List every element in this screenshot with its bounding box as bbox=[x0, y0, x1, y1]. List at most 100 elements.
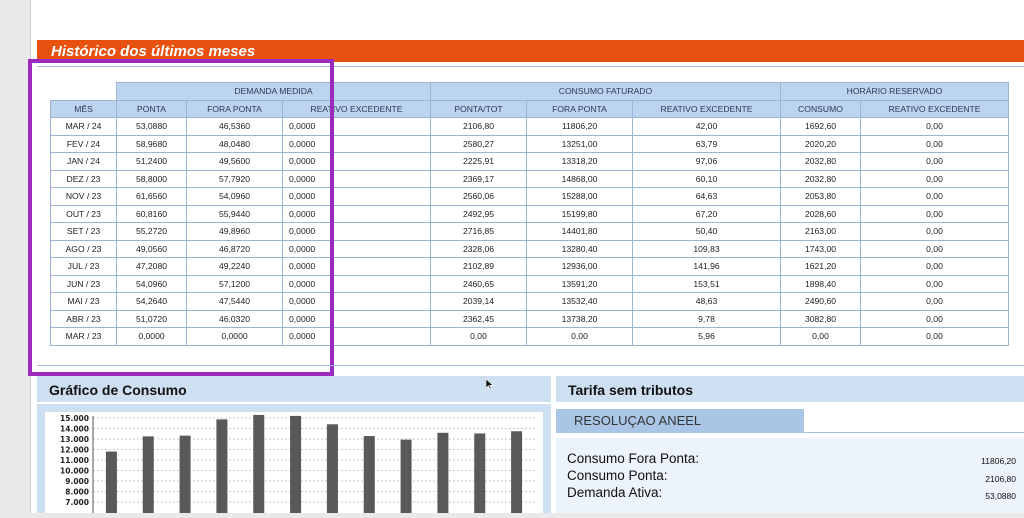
tarifa-panel-header: Tarifa sem tributos bbox=[556, 376, 1024, 402]
table-cell: 0,00 bbox=[860, 292, 1009, 311]
table-cell: 0,00 bbox=[860, 117, 1009, 136]
table-cell: 11806,20 bbox=[526, 117, 633, 136]
table-cell: 13251,00 bbox=[526, 134, 633, 153]
table-cell: 2580,27 bbox=[430, 134, 527, 153]
table-cell: 153,51 bbox=[632, 274, 781, 293]
chart-bar bbox=[216, 419, 228, 513]
table-cell: 13318,20 bbox=[526, 152, 633, 171]
table-cell: 42,00 bbox=[632, 117, 781, 136]
column-header: FORA PONTA bbox=[526, 99, 633, 118]
highlight-box bbox=[28, 59, 334, 376]
history-banner: Histórico dos últimos meses bbox=[37, 40, 1024, 62]
table-cell: 50,40 bbox=[632, 222, 781, 241]
table-cell: 109,83 bbox=[632, 239, 781, 258]
group-header-horario: HORÁRIO RESERVADO bbox=[780, 82, 1009, 101]
table-cell: 1692,60 bbox=[780, 117, 861, 136]
history-body: MAR / 24 53,0880 46,5360 0,0000 2106,80 11806… bbox=[50, 117, 1009, 346]
table-row: FEV / 24 58,9680 48,0480 0,0000 2580,27 13251… bbox=[50, 134, 1009, 153]
y-tick-label: 14.000 bbox=[60, 425, 89, 434]
tarifa-value-demanda: 53,0880 bbox=[985, 491, 1016, 501]
y-tick-label: 12.000 bbox=[60, 446, 89, 455]
table-cell: 12936,00 bbox=[526, 257, 633, 276]
chart-bar bbox=[290, 415, 302, 513]
chart-bar bbox=[511, 431, 523, 513]
column-header-row: MÊS PONTA FORA PONTA REATIVO EXCEDENTE PONTA… bbox=[50, 99, 1009, 118]
chart-bar bbox=[363, 436, 375, 513]
table-cell: 2163,00 bbox=[780, 222, 861, 241]
table-cell: 9,78 bbox=[632, 309, 781, 328]
table-row: ABR / 23 51,0720 46,0320 0,0000 2362,45 13738… bbox=[50, 309, 1009, 328]
tarifa-values-panel: Consumo Fora Ponta: 11806,20 Consumo Pon… bbox=[556, 438, 1024, 513]
table-cell: 63,79 bbox=[632, 134, 781, 153]
table-cell: 0,00 bbox=[860, 274, 1009, 293]
tarifa-title: Tarifa sem tributos bbox=[568, 382, 693, 398]
column-header: PONTA bbox=[116, 99, 187, 118]
table-cell: 1743,00 bbox=[780, 239, 861, 258]
y-tick-label: 13.000 bbox=[60, 435, 89, 444]
table-cell: 67,20 bbox=[632, 204, 781, 223]
column-header: REATIVO EXCEDENTE bbox=[282, 99, 431, 118]
chart-title: Gráfico de Consumo bbox=[49, 382, 187, 398]
table-cell: 14401,80 bbox=[526, 222, 633, 241]
history-title: Histórico dos últimos meses bbox=[51, 43, 256, 60]
tarifa-label-fora-ponta: Consumo Fora Ponta: bbox=[567, 451, 700, 466]
mouse-cursor-icon bbox=[486, 379, 494, 389]
chart-bar bbox=[326, 424, 338, 513]
table-cell: 0,00 bbox=[860, 187, 1009, 206]
table-cell: 13591,20 bbox=[526, 274, 633, 293]
table-cell: 2560,06 bbox=[430, 187, 527, 206]
table-cell: 3082,80 bbox=[780, 309, 861, 328]
table-cell: 15288,00 bbox=[526, 187, 633, 206]
table-cell: 2032,80 bbox=[780, 169, 861, 188]
group-header-consumo: CONSUMO FATURADO bbox=[430, 82, 781, 101]
tarifa-label-ponta: Consumo Ponta: bbox=[567, 468, 668, 483]
table-cell: 2369,17 bbox=[430, 169, 527, 188]
table-cell: 2032,80 bbox=[780, 152, 861, 171]
column-header: PONTA/TOT bbox=[430, 99, 527, 118]
table-cell: 0,00 bbox=[780, 327, 861, 346]
table-cell: 2716,85 bbox=[430, 222, 527, 241]
divider bbox=[804, 432, 1024, 433]
table-cell: 1898,40 bbox=[780, 274, 861, 293]
table-cell: 2225,91 bbox=[430, 152, 527, 171]
chart-panel-header: Gráfico de Consumo bbox=[37, 376, 551, 402]
resolution-label: RESOLUÇAO ANEEL bbox=[574, 413, 702, 428]
chart-bar bbox=[474, 433, 486, 513]
table-row: NOV / 23 61,6560 54,0960 0,0000 2560,06 15288… bbox=[50, 187, 1009, 206]
table-cell: 14868,00 bbox=[526, 169, 633, 188]
table-cell: 2053,80 bbox=[780, 187, 861, 206]
table-cell: 141,96 bbox=[632, 257, 781, 276]
table-cell: 0,00 bbox=[860, 239, 1009, 258]
chart-panel: 15.000 14.000 13.000 12.000 11.000 10.000 9.00… bbox=[37, 404, 551, 513]
chart-area: 15.000 14.000 13.000 12.000 11.000 10.000 9.00… bbox=[45, 412, 543, 513]
table-row: MAI / 23 54,2640 47,5440 0,0000 2039,14 13532… bbox=[50, 292, 1009, 311]
chart-bar bbox=[142, 436, 154, 513]
column-header: REATIVO EXCEDENTE bbox=[632, 99, 781, 118]
table-cell: 0,00 bbox=[860, 134, 1009, 153]
table-cell: 60,10 bbox=[632, 169, 781, 188]
table-cell: 13532,40 bbox=[526, 292, 633, 311]
table-cell: 2362,45 bbox=[430, 309, 527, 328]
table-cell: 0,00 bbox=[526, 327, 633, 346]
table-cell: 48,63 bbox=[632, 292, 781, 311]
table-cell: 2328,06 bbox=[430, 239, 527, 258]
column-header: FORA PONTA bbox=[186, 99, 283, 118]
table-row: JUN / 23 54,0960 57,1200 0,0000 2460,65 13591… bbox=[50, 274, 1009, 293]
chart-bar bbox=[105, 451, 117, 513]
table-cell: 0,00 bbox=[860, 309, 1009, 328]
resolution-box: RESOLUÇAO ANEEL bbox=[556, 409, 804, 433]
table-cell: 2028,60 bbox=[780, 204, 861, 223]
table-cell: 1621,20 bbox=[780, 257, 861, 276]
y-tick-label: 9.000 bbox=[65, 477, 89, 486]
table-cell: 5,96 bbox=[632, 327, 781, 346]
y-tick-label: 8.000 bbox=[65, 488, 89, 497]
table-cell: 0,00 bbox=[430, 327, 527, 346]
group-header-row: DEMANDA MEDIDA CONSUMO FATURADO HORÁRIO … bbox=[51, 82, 1009, 101]
table-cell: 64,63 bbox=[632, 187, 781, 206]
table-cell: 0,00 bbox=[860, 152, 1009, 171]
y-tick-label: 15.000 bbox=[60, 414, 89, 423]
table-cell: 13738,20 bbox=[526, 309, 633, 328]
table-cell: 2020,20 bbox=[780, 134, 861, 153]
tarifa-value-fora-ponta: 11806,20 bbox=[981, 456, 1016, 466]
